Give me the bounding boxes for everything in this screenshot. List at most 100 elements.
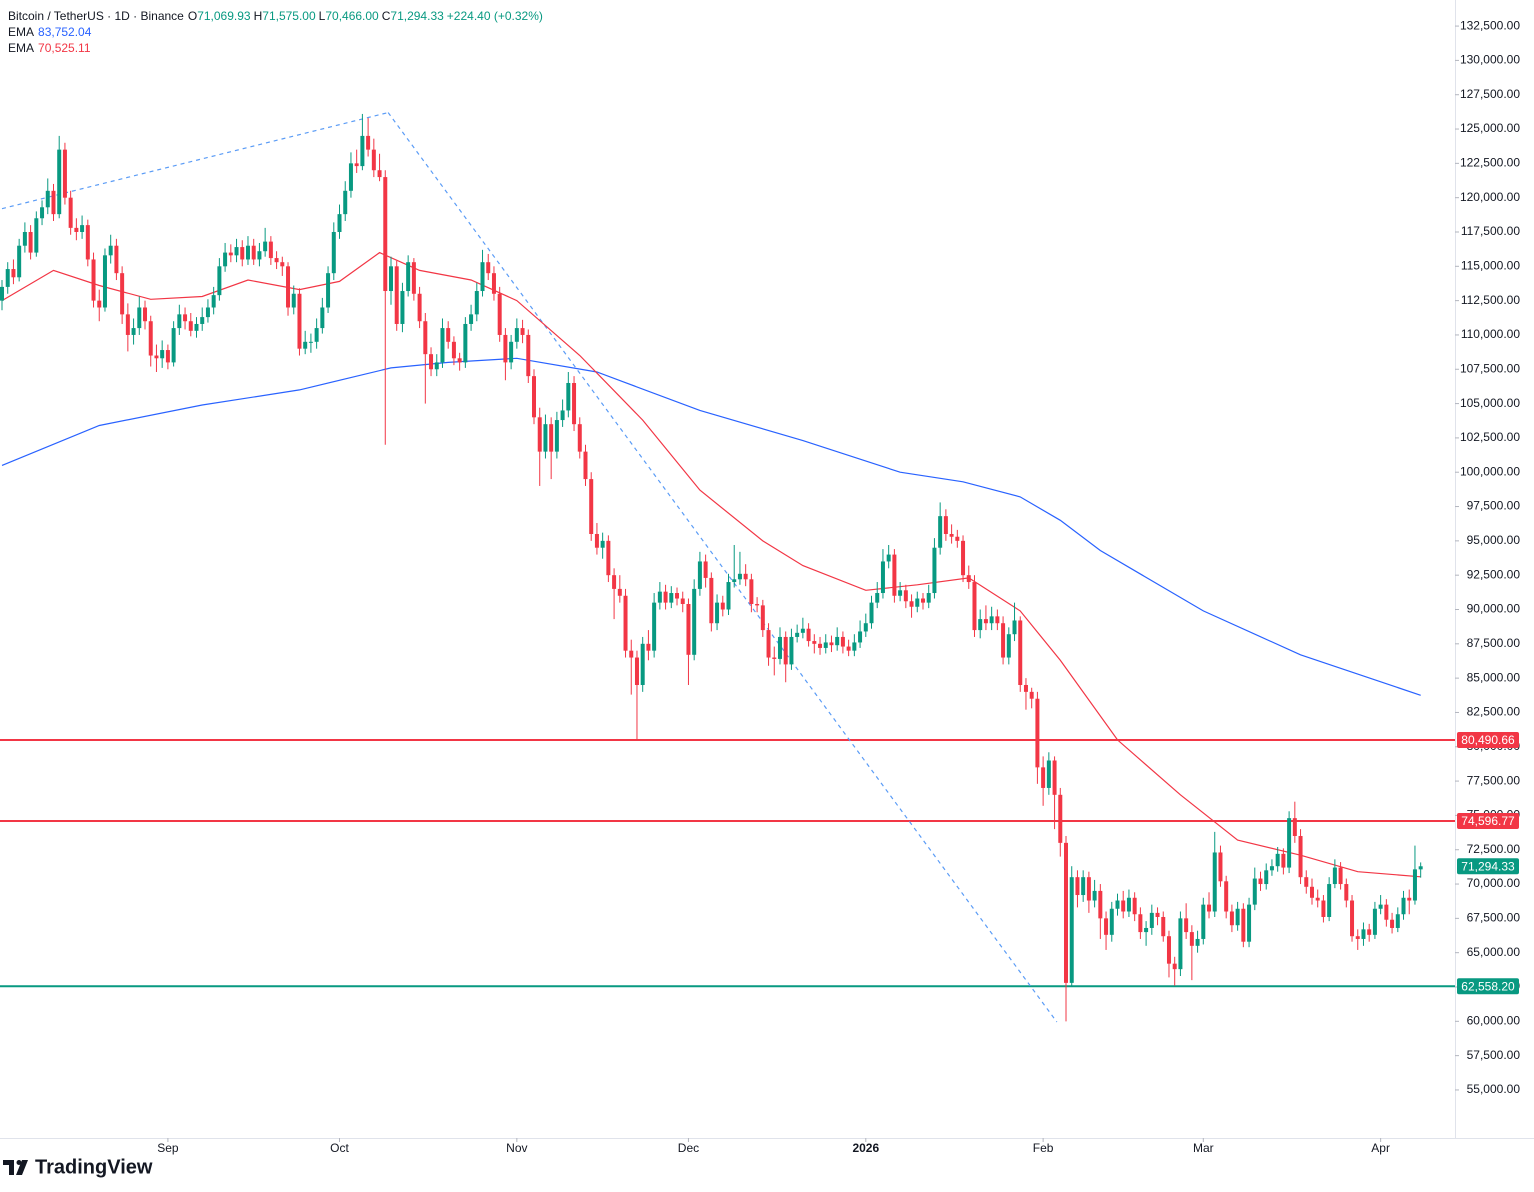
candle-body	[446, 328, 451, 342]
candle-body	[829, 642, 834, 646]
candle-body	[1309, 886, 1314, 898]
candle-body	[1229, 911, 1234, 926]
candle-body	[74, 227, 79, 232]
candle-body	[675, 593, 680, 599]
candle-body	[51, 190, 56, 215]
y-tick-label: 70,000.00	[1467, 876, 1521, 890]
price-badge	[1457, 732, 1519, 749]
candle-body	[0, 286, 5, 301]
candle-body	[634, 657, 639, 685]
ohlc-value: 71,069.93	[197, 9, 251, 23]
y-tick-label: 130,000.00	[1460, 53, 1520, 67]
candle-body	[257, 251, 262, 260]
candle-body	[1023, 684, 1028, 692]
candle-body	[503, 334, 508, 363]
candle-body	[1098, 890, 1103, 919]
candle-body	[440, 328, 445, 363]
candle-body	[406, 262, 411, 292]
candle-body	[737, 573, 742, 580]
candle-body	[955, 536, 960, 541]
candle-body	[909, 601, 914, 607]
candle-body	[966, 575, 971, 583]
candle-body	[566, 382, 571, 411]
y-tick-label: 65,000.00	[1467, 945, 1521, 959]
candle-body	[915, 598, 920, 607]
candle-body	[22, 231, 27, 246]
ema-name: EMA	[8, 25, 34, 39]
candle-body	[1069, 877, 1074, 983]
ohlc-value: 71,294.33	[390, 9, 444, 23]
candle-body	[818, 643, 823, 648]
candle-body	[680, 598, 685, 605]
candle-body	[835, 636, 840, 646]
candle-body	[1264, 870, 1269, 885]
candle-body	[961, 540, 966, 576]
candle-body	[240, 247, 245, 260]
candle-body	[880, 561, 885, 594]
y-tick-label: 72,500.00	[1467, 842, 1521, 856]
ohlc-key: C	[382, 9, 391, 23]
candle-body	[1166, 936, 1171, 964]
candle-body	[669, 593, 674, 603]
candle-body	[1184, 918, 1189, 933]
candle-body	[703, 561, 708, 578]
candle-body	[772, 657, 777, 659]
candle-body	[886, 554, 891, 562]
candle-body	[789, 636, 794, 665]
y-tick-label: 120,000.00	[1460, 190, 1520, 204]
candle-body	[1269, 866, 1274, 871]
candle-body	[1121, 900, 1126, 912]
candle-body	[1350, 900, 1355, 937]
candle-body	[34, 218, 39, 253]
candle-body	[171, 328, 176, 363]
ema-line	[1, 251, 1421, 878]
candle-body	[1275, 853, 1280, 867]
candle-body	[263, 241, 268, 252]
ema-legend: EMA 83,752.04	[8, 25, 92, 39]
candle-body	[177, 314, 182, 329]
candle-body	[583, 451, 588, 480]
candle-body	[131, 328, 136, 335]
candle-body	[629, 650, 634, 658]
ohlc-value: 71,575.00	[262, 9, 316, 23]
candle-body	[1395, 914, 1400, 928]
candle-body	[434, 362, 439, 370]
candle-body	[938, 516, 943, 548]
candle-body	[1298, 835, 1303, 878]
candle-body	[1201, 904, 1206, 939]
price-badge-label: 62,558.20	[1461, 979, 1515, 993]
candle-body	[286, 266, 291, 308]
candle-body	[1189, 932, 1194, 946]
candle-body	[274, 258, 279, 263]
candle-body	[17, 245, 22, 278]
candle-body	[709, 577, 714, 624]
candle-body	[97, 300, 102, 308]
brand-name: TradingView	[35, 1156, 153, 1178]
candle-body	[1178, 918, 1183, 970]
ohlc-key: L	[319, 9, 326, 23]
candle-body	[1052, 760, 1057, 795]
header-legend: Bitcoin / TetherUS · 1D · Binance O71,069…	[8, 9, 543, 23]
candle-body	[1155, 912, 1160, 917]
candle-body	[1212, 852, 1217, 912]
candle-body	[846, 646, 851, 651]
ema-value: 83,752.04	[38, 25, 92, 39]
price-badge	[1457, 858, 1519, 875]
price-badge-label: 80,490.66	[1461, 733, 1515, 747]
candle-body	[102, 255, 107, 308]
candle-body	[1149, 912, 1154, 928]
candle-body	[617, 588, 622, 596]
candle-body	[348, 163, 353, 191]
candle-body	[343, 190, 348, 215]
candle-body	[640, 643, 645, 685]
candle-body	[697, 561, 702, 589]
x-tick-label: Oct	[330, 1141, 349, 1155]
candle-body	[463, 323, 468, 363]
candle-body	[354, 163, 359, 167]
candle-body	[755, 604, 760, 606]
candle-body	[326, 273, 331, 308]
price-badge	[1457, 978, 1519, 995]
candle-body	[812, 641, 817, 644]
candle-body	[532, 376, 537, 418]
candle-body	[80, 225, 85, 232]
